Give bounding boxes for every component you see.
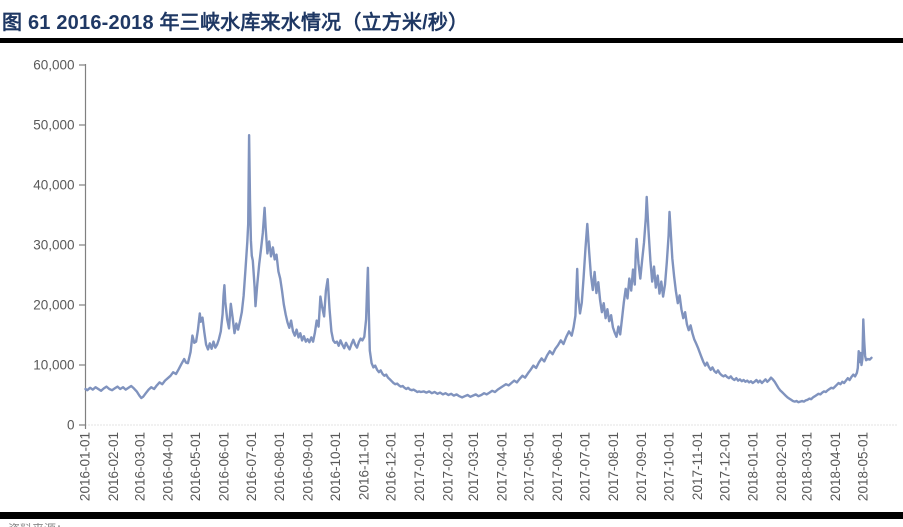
x-axis-label: 2016-03-01 [132, 432, 147, 501]
y-axis-label: 50,000 [33, 118, 74, 133]
x-axis-label: 2016-11-01 [356, 432, 371, 500]
source-note-clipped: 资料来源： [8, 523, 708, 527]
x-axis-label: 2017-10-01 [662, 432, 677, 501]
x-axis-label: 2017-05-01 [522, 432, 537, 501]
x-axis-label: 2017-03-01 [466, 432, 481, 501]
x-axis-label: 2017-07-01 [577, 432, 592, 501]
x-axis-label: 2016-08-01 [272, 432, 287, 501]
line-chart: 0 10,000 20,000 30,000 40,000 50,000 60,000 201… [33, 58, 897, 501]
x-axis-label: 2017-08-01 [606, 432, 621, 501]
x-axis-label: 2017-06-01 [550, 432, 565, 501]
x-axis-label: 2016-09-01 [301, 432, 316, 501]
x-axis-label: 2016-02-01 [106, 432, 121, 501]
x-axis-label: 2018-05-01 [855, 432, 870, 501]
y-axis-label: 20,000 [33, 298, 74, 313]
y-axis-label: 30,000 [33, 238, 74, 253]
title-underline-rule [0, 38, 903, 43]
x-axis-label: 2018-03-01 [800, 432, 815, 501]
y-axis-label: 40,000 [33, 178, 74, 193]
x-axis-label: 2018-04-01 [828, 432, 843, 501]
x-axis-label: 2017-12-01 [717, 432, 732, 501]
x-axis-label: 2016-12-01 [384, 432, 399, 501]
x-axis-label: 2016-01-01 [78, 432, 93, 501]
figure-title: 图 61 2016-2018 年三峡水库来水情况（立方米/秒） [2, 12, 469, 34]
x-axis-label: 2016-04-01 [161, 432, 176, 501]
x-axis-label: 2017-02-01 [440, 432, 455, 501]
x-axis-label: 2017-04-01 [494, 432, 509, 501]
x-axis-label: 2016-10-01 [328, 432, 343, 501]
y-axis-label: 0 [67, 418, 75, 433]
y-axis-label: 10,000 [33, 358, 74, 373]
x-axis-label: 2016-06-01 [216, 432, 231, 501]
x-axis-label: 2018-01-01 [746, 432, 761, 501]
x-axis-label: 2016-05-01 [188, 432, 203, 501]
chart-canvas: 0 10,000 20,000 30,000 40,000 50,000 60,000 201… [0, 44, 903, 512]
inflow-line-series [84, 133, 873, 404]
x-axis-label: 2018-02-01 [774, 432, 789, 501]
y-axis-label: 60,000 [33, 58, 74, 73]
footer-divider-rule [0, 512, 903, 519]
x-axis-label: 2017-01-01 [412, 432, 427, 501]
x-axis-label: 2017-09-01 [634, 432, 649, 501]
x-axis-label: 2016-07-01 [244, 432, 259, 501]
x-axis-label: 2017-11-01 [690, 432, 705, 500]
